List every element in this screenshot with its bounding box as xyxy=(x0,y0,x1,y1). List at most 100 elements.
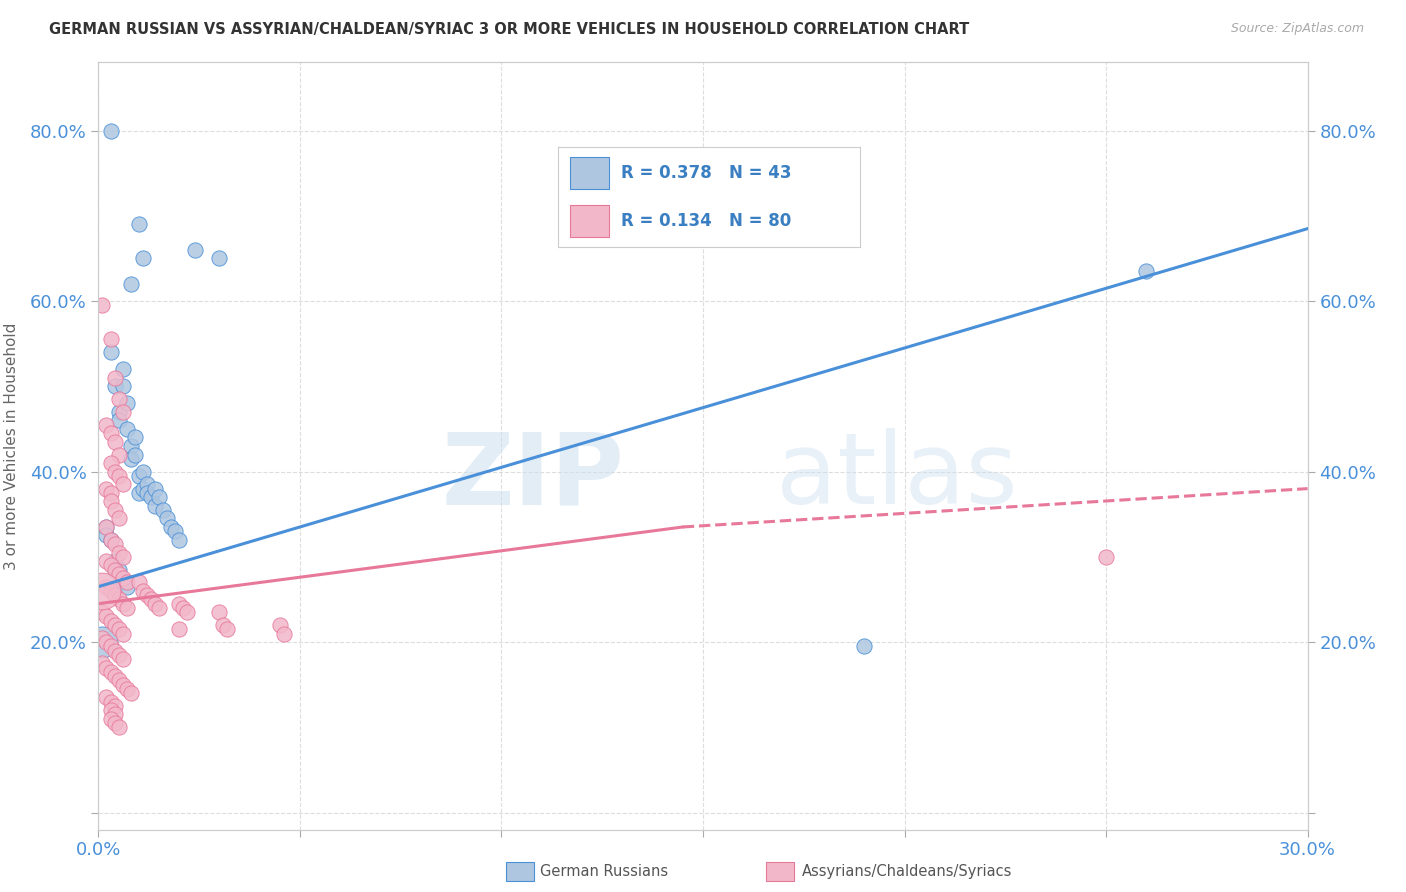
Point xyxy=(103,537,125,551)
Text: GERMAN RUSSIAN VS ASSYRIAN/CHALDEAN/SYRIAC 3 OR MORE VEHICLES IN HOUSEHOLD CORRE: GERMAN RUSSIAN VS ASSYRIAN/CHALDEAN/SYRI… xyxy=(49,22,970,37)
Point xyxy=(111,575,134,590)
Point xyxy=(115,580,138,594)
Point xyxy=(100,712,122,726)
Point xyxy=(120,451,142,466)
Point xyxy=(128,486,150,500)
Point xyxy=(100,640,122,654)
Point xyxy=(111,652,134,666)
Point xyxy=(120,686,142,700)
Point xyxy=(103,465,125,479)
Point xyxy=(111,379,134,393)
Point xyxy=(167,622,190,636)
Point xyxy=(143,597,166,611)
Point xyxy=(135,588,157,602)
Point xyxy=(100,456,122,470)
Point xyxy=(91,298,114,312)
Point xyxy=(96,520,118,534)
Point xyxy=(91,605,114,619)
Point xyxy=(103,698,125,713)
Point xyxy=(100,486,122,500)
Text: ZIP: ZIP xyxy=(441,428,624,525)
Point xyxy=(96,417,118,432)
Point xyxy=(91,657,114,671)
Point xyxy=(96,554,118,568)
Point xyxy=(160,520,183,534)
Point xyxy=(107,413,129,427)
Point xyxy=(184,243,207,257)
Point xyxy=(167,597,190,611)
Point xyxy=(132,482,155,496)
Point xyxy=(124,430,146,444)
Point xyxy=(128,468,150,483)
Point xyxy=(115,681,138,696)
Point xyxy=(96,482,118,496)
Point xyxy=(120,439,142,453)
Point xyxy=(163,524,186,539)
Text: German Russians: German Russians xyxy=(540,864,668,879)
Point xyxy=(1135,264,1157,278)
Point xyxy=(107,648,129,662)
Point xyxy=(115,601,138,615)
Point xyxy=(107,720,129,734)
Point xyxy=(132,465,155,479)
Point xyxy=(156,511,179,525)
Point xyxy=(103,503,125,517)
Point xyxy=(100,583,122,598)
Point xyxy=(91,631,114,645)
Point xyxy=(96,635,118,649)
Point xyxy=(103,588,125,602)
Point xyxy=(135,486,157,500)
Point xyxy=(100,695,122,709)
Point xyxy=(100,494,122,508)
Point xyxy=(111,678,134,692)
Point xyxy=(100,614,122,628)
Point xyxy=(111,362,134,376)
Point xyxy=(107,622,129,636)
Point xyxy=(103,618,125,632)
Point xyxy=(91,635,114,649)
Point xyxy=(111,549,134,564)
Point xyxy=(107,405,129,419)
Point xyxy=(120,277,142,291)
Point xyxy=(152,503,174,517)
Point xyxy=(103,669,125,683)
Point xyxy=(96,528,118,542)
Point xyxy=(143,499,166,513)
Point xyxy=(107,563,129,577)
Point xyxy=(132,583,155,598)
Point xyxy=(96,580,118,594)
Point xyxy=(103,563,125,577)
Point xyxy=(96,660,118,674)
Point xyxy=(96,609,118,624)
Point xyxy=(217,622,239,636)
Point xyxy=(91,583,114,598)
Point xyxy=(128,218,150,232)
Point xyxy=(107,673,129,688)
Point xyxy=(100,345,122,359)
Text: atlas: atlas xyxy=(776,428,1017,525)
Point xyxy=(96,690,118,705)
Point xyxy=(115,575,138,590)
Point xyxy=(100,665,122,679)
Point xyxy=(208,605,231,619)
Point xyxy=(103,707,125,722)
Point xyxy=(107,592,129,607)
Point xyxy=(135,477,157,491)
Point xyxy=(100,703,122,717)
Point xyxy=(107,545,129,559)
Point xyxy=(111,405,134,419)
Point xyxy=(107,448,129,462)
Point xyxy=(107,566,129,581)
Point xyxy=(212,618,235,632)
Text: Source: ZipAtlas.com: Source: ZipAtlas.com xyxy=(1230,22,1364,36)
Point xyxy=(111,571,134,585)
Point xyxy=(167,533,190,547)
Point xyxy=(139,592,162,607)
Point xyxy=(103,371,125,385)
Point xyxy=(111,597,134,611)
Point xyxy=(100,533,122,547)
Point xyxy=(100,123,122,137)
Point xyxy=(208,252,231,266)
Point xyxy=(100,533,122,547)
Point xyxy=(103,434,125,449)
